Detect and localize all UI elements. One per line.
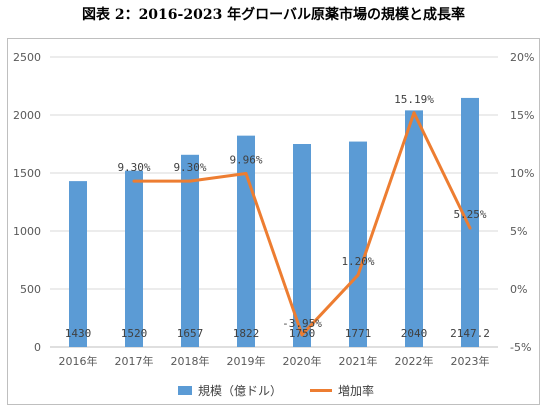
y-left-tick-label: 2500 xyxy=(13,51,41,64)
line-point xyxy=(468,226,472,230)
gridlines xyxy=(50,56,498,348)
y-right-tick-label: -5% xyxy=(510,341,531,354)
legend-label-line: 増加率 xyxy=(338,383,374,398)
x-tick-label: 2016年 xyxy=(59,354,98,368)
x-tick-label: 2020年 xyxy=(283,354,322,368)
line-value-label: 9.30% xyxy=(117,161,150,174)
bar-value-label: 2040 xyxy=(401,327,428,340)
line-value-label: 9.30% xyxy=(173,161,206,174)
bar-value-label: 1771 xyxy=(345,327,372,340)
bar xyxy=(125,170,143,347)
data-labels: 1430 1520 1657 1822 1750 1771 2040 2147.2 9.30% 9… xyxy=(65,93,490,340)
legend: 規模（億ドル） 増加率 xyxy=(178,383,374,398)
x-tick-label: 2017年 xyxy=(115,354,154,368)
bar-value-label: 1520 xyxy=(121,327,148,340)
line-point xyxy=(412,111,416,115)
line-point xyxy=(188,179,192,183)
bar xyxy=(405,110,423,347)
chart-title: 図表 2：2016-2023 年グローバル原薬市場の規模と成長率 xyxy=(81,7,466,23)
x-tick-label: 2023年 xyxy=(451,354,490,368)
line-point xyxy=(132,179,136,183)
line-point xyxy=(356,273,360,277)
bar xyxy=(69,181,87,347)
bar xyxy=(181,154,199,347)
line-value-label: 5.25% xyxy=(453,208,486,221)
y-left-tick-label: 500 xyxy=(20,283,41,296)
x-tick-label: 2021年 xyxy=(339,354,378,368)
bar-value-label: 1430 xyxy=(65,327,92,340)
y-right-tick-label: 10% xyxy=(510,167,534,180)
y-left-tick-label: 2000 xyxy=(13,109,41,122)
bar-value-label: 1750 xyxy=(289,327,316,340)
y-left-tick-label: 1000 xyxy=(13,225,41,238)
line-point xyxy=(300,333,304,337)
bar-series xyxy=(69,97,479,347)
chart-frame xyxy=(7,38,540,405)
line-value-label: 15.19% xyxy=(394,93,434,106)
bar xyxy=(293,144,311,347)
line-series xyxy=(132,111,472,337)
bar xyxy=(237,135,255,347)
bar xyxy=(349,141,367,347)
line-point xyxy=(244,171,248,175)
bar xyxy=(461,97,479,347)
line-value-label: 1.20% xyxy=(341,255,374,268)
y-right-tick-label: 5% xyxy=(510,225,527,238)
x-tick-label: 2018年 xyxy=(171,354,210,368)
x-tick-label: 2022年 xyxy=(395,354,434,368)
y-right-tick-label: 20% xyxy=(510,51,534,64)
line-value-label: -3.95% xyxy=(282,317,322,330)
x-tick-label: 2019年 xyxy=(227,354,266,368)
legend-label-bar: 規模（億ドル） xyxy=(198,383,282,398)
y-left-tick-label: 0 xyxy=(34,341,41,354)
y-right-tick-label: 15% xyxy=(510,109,534,122)
line-value-label: 9.96% xyxy=(229,153,262,166)
legend-swatch-bar xyxy=(178,386,192,395)
bar-value-label: 1657 xyxy=(177,327,204,340)
axis-ticks: 0 -5% 500 0% 1000 5% 1500 10% 2000 15% 2500 20% 2016… xyxy=(13,51,534,368)
bar-value-label: 1822 xyxy=(233,327,260,340)
y-left-tick-label: 1500 xyxy=(13,167,41,180)
y-right-tick-label: 0% xyxy=(510,283,527,296)
bar-value-label: 2147.2 xyxy=(450,327,490,340)
